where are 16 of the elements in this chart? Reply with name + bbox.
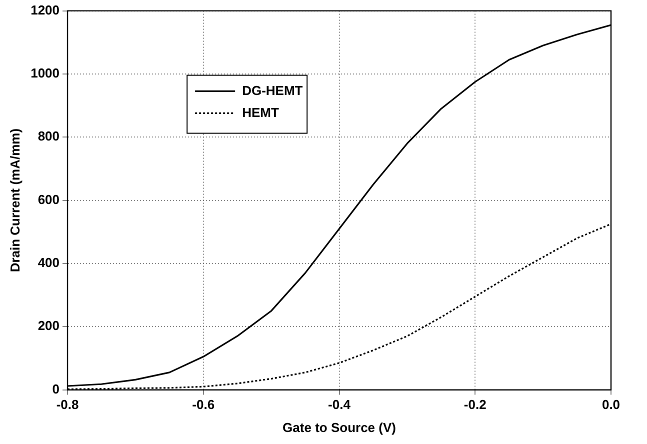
x-tick-label: -0.8 <box>56 397 79 412</box>
y-tick-label: 0 <box>52 381 60 396</box>
x-axis-title: Gate to Source (V) <box>282 420 396 435</box>
y-tick-label: 400 <box>38 255 60 270</box>
legend-label: DG-HEMT <box>242 82 303 98</box>
x-tick-label: 0.0 <box>602 397 620 412</box>
y-tick-label: 600 <box>38 192 60 207</box>
x-tick-label: -0.4 <box>328 397 352 412</box>
y-tick-label: 1000 <box>30 66 60 81</box>
y-axis-title: Drain Current (mA/mm) <box>7 128 22 272</box>
legend-label: HEMT <box>242 104 279 120</box>
x-tick-label: -0.6 <box>192 397 215 412</box>
y-tick-label: 1200 <box>30 2 60 18</box>
y-tick-label: 200 <box>38 318 60 334</box>
y-tick-label: 800 <box>38 128 60 144</box>
x-tick-label: -0.2 <box>464 397 486 412</box>
